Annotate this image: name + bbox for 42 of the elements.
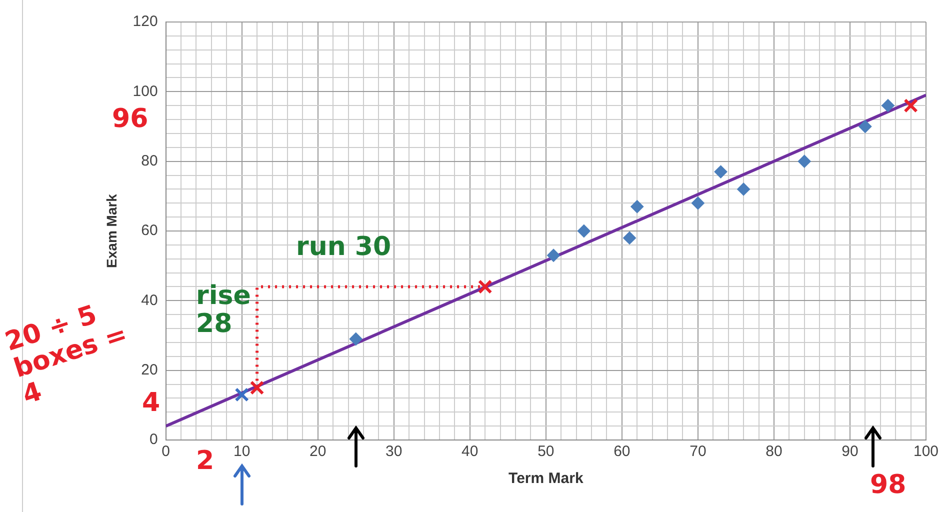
point xyxy=(349,332,362,346)
x-tick-label: 10 xyxy=(234,443,250,460)
point xyxy=(630,200,644,214)
y-tick-label: 0 xyxy=(149,431,158,448)
x-tick-label: 100 xyxy=(913,443,939,460)
text: 20 ÷ 5 boxes = 4 xyxy=(2,300,132,411)
x-tick-label: 20 xyxy=(310,443,326,460)
annotation: rise 28 xyxy=(196,281,252,339)
y-tick-label: 60 xyxy=(141,222,158,240)
point xyxy=(691,196,704,210)
point xyxy=(547,248,560,262)
y-tick-label: 20 xyxy=(141,361,158,378)
x-tick-label: 60 xyxy=(614,443,630,460)
point xyxy=(737,182,750,196)
point xyxy=(714,165,728,178)
text: 4 xyxy=(142,388,160,418)
point xyxy=(250,380,264,395)
y-tick-label: 120 xyxy=(132,13,158,30)
annotation: run 30 xyxy=(296,232,392,262)
x-tick-label: 90 xyxy=(842,443,858,460)
y-tick-label: 40 xyxy=(141,292,158,309)
y-tick-label: 80 xyxy=(141,152,158,170)
x-tick-label: 30 xyxy=(386,443,402,460)
point xyxy=(798,154,811,168)
point xyxy=(577,224,590,238)
text: 98 xyxy=(870,470,906,500)
point xyxy=(234,388,249,402)
text: 96 xyxy=(112,104,148,134)
y-tick-label: 100 xyxy=(132,82,158,100)
point xyxy=(858,120,872,133)
x-tick-label: 50 xyxy=(538,443,554,460)
point xyxy=(478,280,492,294)
point xyxy=(623,231,636,244)
point xyxy=(881,99,894,112)
x-tick-label: 0 xyxy=(162,443,170,460)
point xyxy=(904,98,918,113)
x-tick-label: 80 xyxy=(766,443,782,460)
x-tick-label: 70 xyxy=(690,443,706,460)
y-axis-title: Exam Mark xyxy=(103,194,120,268)
text: 2 xyxy=(196,446,214,476)
x-axis-title: Term Mark xyxy=(508,470,584,488)
x-tick-label: 40 xyxy=(462,443,478,460)
